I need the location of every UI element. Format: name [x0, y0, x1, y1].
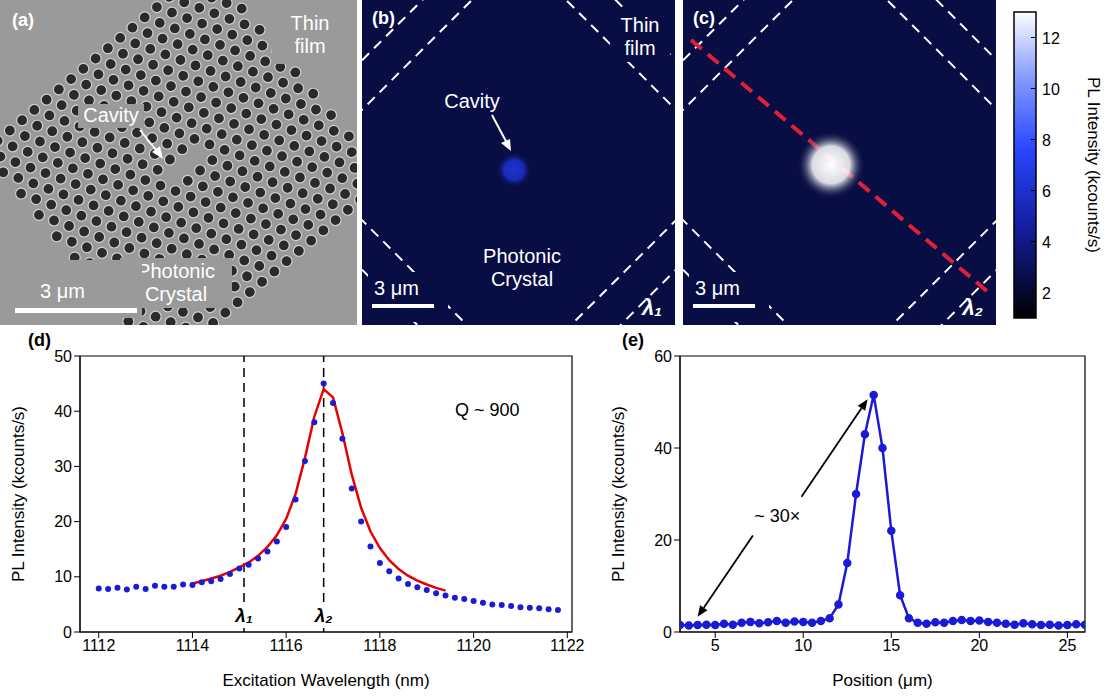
svg-text:PL Intensity (kcounts/s): PL Intensity (kcounts/s): [609, 406, 628, 582]
svg-text:1114: 1114: [176, 637, 209, 654]
svg-text:1116: 1116: [270, 637, 303, 654]
svg-text:60: 60: [654, 348, 672, 365]
svg-text:10: 10: [794, 637, 812, 654]
svg-text:(a): (a): [12, 10, 34, 30]
svg-text:20: 20: [654, 532, 672, 549]
svg-text:Excitation Wavelength (nm): Excitation Wavelength (nm): [222, 671, 429, 690]
svg-text:0: 0: [63, 624, 72, 641]
svg-text:λ₂: λ₂: [314, 605, 333, 626]
svg-text:15: 15: [882, 637, 900, 654]
svg-text:1120: 1120: [456, 637, 491, 654]
svg-text:20: 20: [970, 637, 988, 654]
html-text:(e): (e): [622, 330, 644, 350]
svg-text:Cavity: Cavity: [444, 90, 500, 112]
svg-text:40: 40: [654, 440, 672, 457]
svg-text:λ₁: λ₁: [641, 295, 662, 320]
svg-text:2: 2: [1042, 285, 1051, 302]
svg-text:0: 0: [663, 624, 672, 641]
svg-text:PhotonicCrystal: PhotonicCrystal: [137, 260, 215, 305]
svg-text:10: 10: [1042, 81, 1060, 98]
html-text:Q ~ 900: Q ~ 900: [455, 400, 520, 420]
svg-text:4: 4: [1042, 234, 1051, 251]
svg-text:~ 30×: ~ 30×: [754, 506, 800, 526]
svg-text:3 μm: 3 μm: [40, 280, 85, 302]
svg-text:λ₂: λ₂: [961, 295, 983, 320]
svg-text:25: 25: [1058, 637, 1076, 654]
svg-text:40: 40: [54, 403, 72, 420]
svg-text:PL Intensity (kcounts/s): PL Intensity (kcounts/s): [9, 406, 28, 582]
svg-text:3 μm: 3 μm: [374, 277, 419, 299]
svg-text:1122: 1122: [550, 637, 585, 654]
svg-text:1118: 1118: [363, 637, 396, 654]
svg-text:Position (μm): Position (μm): [832, 671, 932, 690]
svg-text:PL Intensity (kcounts/s): PL Intensity (kcounts/s): [1084, 77, 1103, 253]
svg-text:5: 5: [711, 637, 720, 654]
svg-text:1112: 1112: [82, 637, 115, 654]
svg-text:30: 30: [54, 458, 72, 475]
svg-text:12: 12: [1042, 30, 1060, 47]
svg-text:Thinfilm: Thinfilm: [291, 12, 330, 57]
svg-text:6: 6: [1042, 183, 1051, 200]
svg-text:Cavity: Cavity: [83, 104, 139, 126]
svg-text:λ₁: λ₁: [234, 605, 252, 626]
html-text:(d): (d): [28, 330, 51, 350]
svg-text:10: 10: [54, 568, 72, 585]
svg-text:PhotonicCrystal: PhotonicCrystal: [483, 245, 561, 290]
svg-text:(b): (b): [372, 8, 395, 28]
svg-text:20: 20: [54, 513, 72, 530]
svg-text:(c): (c): [693, 8, 715, 28]
svg-text:8: 8: [1042, 132, 1051, 149]
svg-text:50: 50: [54, 348, 72, 365]
svg-text:3 μm: 3 μm: [695, 277, 740, 299]
svg-text:Thinfilm: Thinfilm: [621, 14, 660, 59]
